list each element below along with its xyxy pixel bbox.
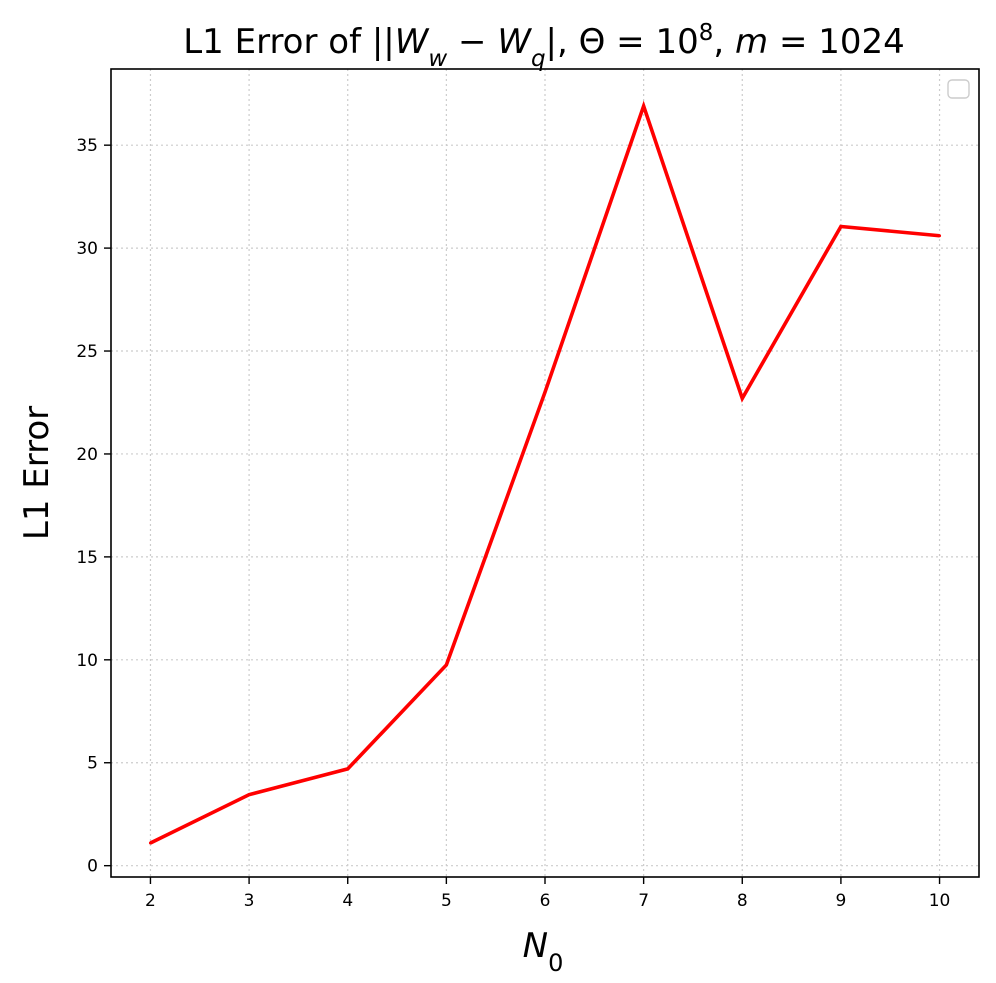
ticks: 2 3 4 5 6 7 8 9 10 0 5 10 15 20 25 30 35: [76, 136, 950, 911]
data-point: [642, 104, 646, 108]
x-tick-label: 6: [540, 891, 551, 911]
x-tick-label: 9: [835, 891, 846, 911]
chart-title: L1 Error of ||Ww − Wq|, Θ = 108, m = 102…: [183, 20, 905, 72]
series-layer: [148, 100, 942, 845]
data-point: [346, 767, 350, 771]
y-tick-label: 15: [76, 548, 98, 568]
y-tick-label: 20: [76, 445, 98, 465]
x-tick-label: 8: [737, 891, 748, 911]
data-point: [938, 234, 942, 238]
y-tick-label: 35: [76, 136, 98, 156]
y-tick-label: 0: [87, 857, 98, 877]
y-tick-label: 25: [76, 342, 98, 362]
grid: [111, 69, 979, 877]
legend-box: [947, 79, 970, 99]
data-point: [247, 793, 251, 797]
x-tick-label: 4: [342, 891, 353, 911]
data-point: [148, 841, 152, 845]
y-tick-label: 10: [76, 651, 98, 671]
x-tick-label: 7: [638, 891, 649, 911]
y-tick-label: 30: [76, 239, 98, 259]
data-point: [543, 390, 547, 394]
x-tick-label: 5: [441, 891, 452, 911]
data-point: [839, 224, 843, 228]
y-axis-label: L1 Error: [17, 406, 57, 540]
data-point: [740, 396, 744, 400]
x-axis-label: N0: [523, 926, 564, 977]
x-tick-label: 10: [929, 891, 951, 911]
x-tick-label: 3: [244, 891, 255, 911]
data-point: [444, 663, 448, 667]
y-tick-label: 5: [87, 754, 98, 774]
x-tick-label: 2: [145, 891, 156, 911]
plot-frame: [110, 68, 980, 878]
